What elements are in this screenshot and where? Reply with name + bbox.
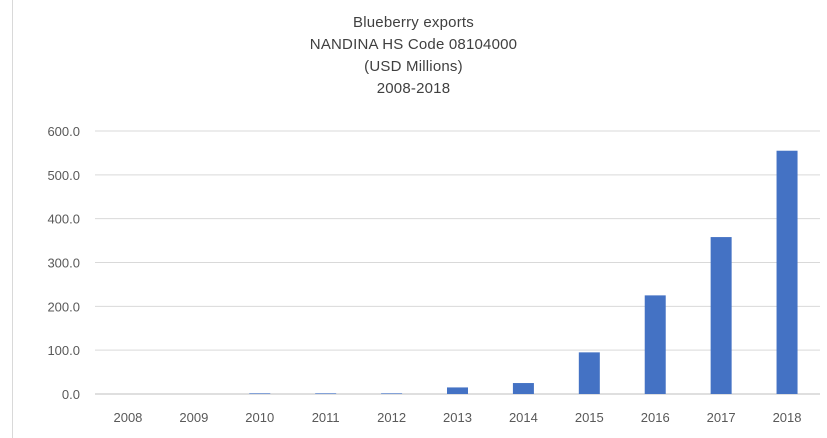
y-tick-label: 0.0	[62, 387, 80, 402]
x-tick-label: 2012	[377, 410, 406, 425]
x-tick-label: 2009	[179, 410, 208, 425]
y-tick-label: 600.0	[47, 124, 80, 139]
x-tick-label: 2010	[245, 410, 274, 425]
bar-2014	[512, 383, 534, 394]
chart-title-line-1: Blueberry exports	[353, 14, 474, 31]
bar-2012	[381, 393, 403, 394]
x-tick-label: 2018	[773, 410, 802, 425]
y-tick-label: 100.0	[47, 343, 80, 358]
x-tick-label: 2013	[443, 410, 472, 425]
chart-title-line-3: (USD Millions)	[364, 58, 463, 75]
x-tick-label: 2017	[707, 410, 736, 425]
y-tick-label: 300.0	[47, 256, 80, 271]
bar-2010	[249, 393, 271, 394]
chart-title-line-2: NANDINA HS Code 08104000	[309, 36, 518, 53]
frame-left-border	[12, 0, 13, 438]
y-tick-label: 400.0	[47, 212, 80, 227]
bar-2016	[644, 295, 666, 394]
bar-2015	[578, 352, 600, 394]
x-tick-label: 2015	[575, 410, 604, 425]
chart-title-line-4: 2008-2018	[376, 80, 451, 97]
x-tick-label: 2014	[509, 410, 538, 425]
chart-title: Blueberry exports NANDINA HS Code 081040…	[0, 12, 827, 100]
bar-2017	[710, 237, 732, 394]
x-tick-label: 2011	[312, 410, 340, 425]
x-tick-label: 2016	[641, 410, 670, 425]
y-tick-label: 500.0	[47, 168, 80, 183]
y-tick-label: 200.0	[47, 299, 80, 314]
bar-2013	[447, 387, 468, 394]
x-tick-label: 2008	[113, 410, 142, 425]
bar-2011	[315, 393, 337, 394]
bar-2018	[776, 150, 798, 394]
